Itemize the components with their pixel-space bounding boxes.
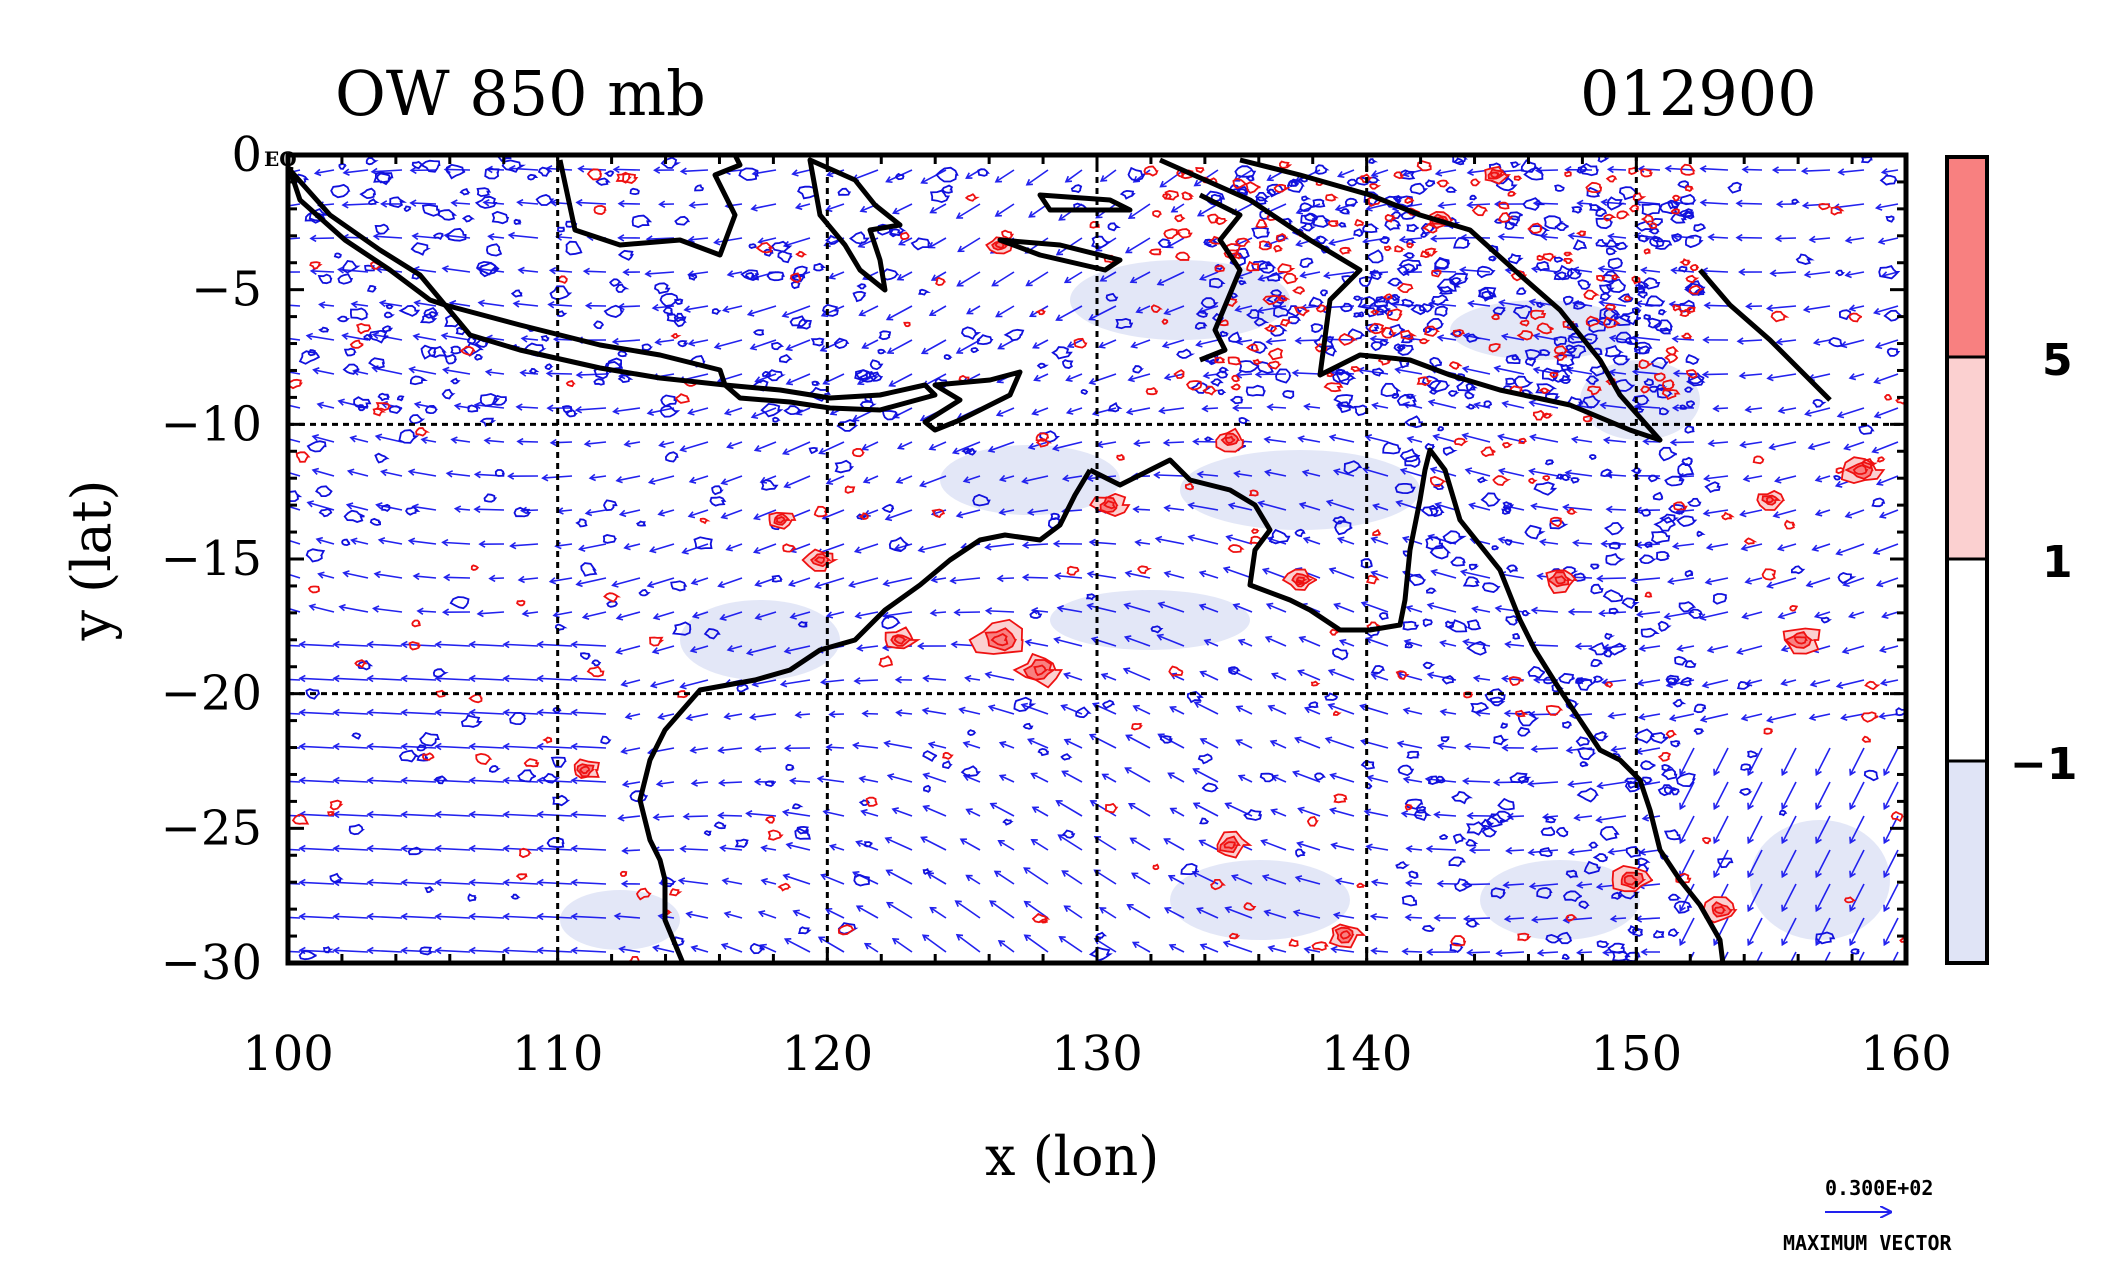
y-tick-label: 0 — [231, 127, 262, 183]
vector-key-label: MAXIMUM VECTOR — [1783, 1231, 1953, 1255]
timestamp-label: 012900 — [1580, 57, 1817, 130]
colorbar-label-5: 5 — [2042, 335, 2073, 386]
y-tick-label: −20 — [161, 666, 262, 722]
x-tick-label: 120 — [782, 1026, 874, 1082]
y-tick-label: −10 — [161, 396, 262, 452]
x-tick-label: 130 — [1051, 1026, 1143, 1082]
colorbar-bin-negative — [1947, 761, 1987, 963]
x-tick-label: 110 — [512, 1026, 604, 1082]
y-axis-label: y (lat) — [60, 480, 123, 642]
x-tick-label: 150 — [1591, 1026, 1683, 1082]
y-tick-label: −15 — [161, 531, 262, 587]
colorbar-label-1: 1 — [2042, 537, 2073, 588]
colorbar-bin-weak-positive — [1947, 357, 1987, 559]
y-tick-label: −25 — [161, 800, 262, 856]
coastlines — [288, 155, 1832, 963]
x-tick-label: 140 — [1321, 1026, 1413, 1082]
map-title: OW 850 mb — [335, 57, 706, 130]
x-tick-labels: 100 110 120 130 140 150 160 — [242, 1026, 1952, 1082]
colorbar: 5 1 −1 — [1945, 155, 2077, 965]
vector-key-value: 0.300E+02 — [1825, 1176, 1933, 1200]
y-tick-label: −30 — [161, 935, 262, 991]
colorbar-bin-neutral — [1947, 559, 1987, 761]
colorbar-label-neg1: −1 — [2010, 739, 2077, 790]
minor-ticks — [286, 153, 1908, 965]
vector-key: 0.300E+02 MAXIMUM VECTOR — [1783, 1176, 1953, 1255]
x-tick-label: 100 — [242, 1026, 334, 1082]
equator-label: EQ — [264, 147, 297, 171]
y-tick-label: −5 — [191, 262, 262, 318]
lat-lon-grid — [288, 155, 1906, 963]
colorbar-bin-strong-positive — [1947, 157, 1987, 357]
y-tick-labels: 0 −5 −10 −15 −20 −25 −30 — [161, 127, 262, 991]
x-tick-label: 160 — [1860, 1026, 1952, 1082]
x-axis-label: x (lon) — [985, 1125, 1159, 1188]
